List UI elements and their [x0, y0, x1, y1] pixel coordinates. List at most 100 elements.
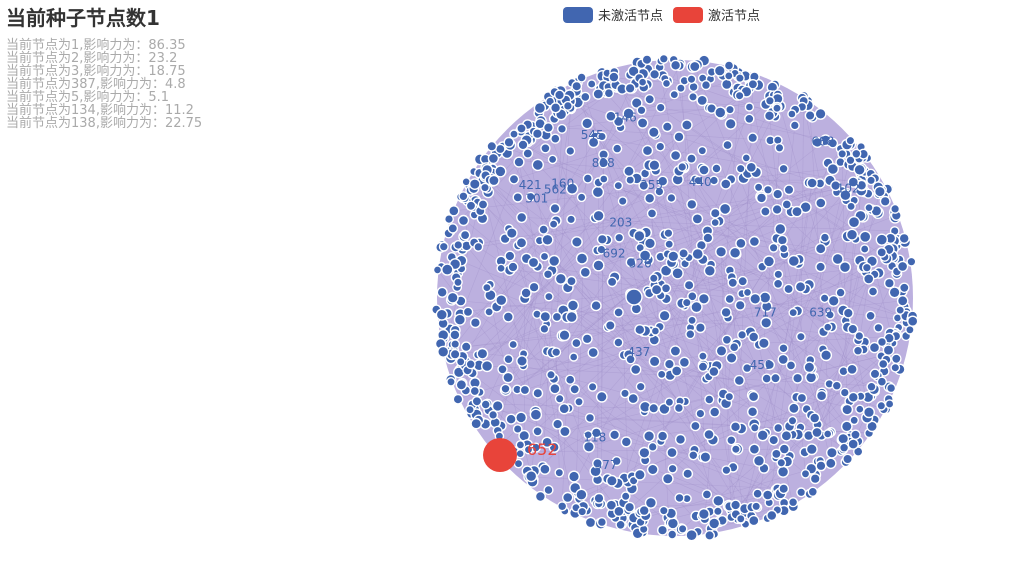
graph-node[interactable] — [569, 352, 579, 362]
graph-node[interactable] — [683, 279, 695, 291]
graph-node[interactable] — [781, 199, 792, 210]
graph-node[interactable] — [756, 429, 769, 442]
graph-node[interactable] — [865, 310, 876, 321]
graph-node[interactable] — [703, 264, 716, 277]
graph-node[interactable] — [437, 345, 450, 358]
graph-node[interactable] — [613, 505, 625, 517]
graph-node[interactable] — [613, 180, 624, 191]
graph-node[interactable] — [896, 260, 909, 273]
graph-node[interactable] — [469, 385, 480, 397]
legend-item-inactive[interactable]: 未激活节点 — [563, 5, 663, 24]
graph-node[interactable] — [582, 440, 595, 453]
graph-node[interactable] — [612, 143, 623, 154]
graph-node[interactable] — [612, 115, 625, 128]
graph-node[interactable] — [455, 356, 466, 367]
graph-node[interactable] — [760, 316, 773, 329]
graph-node[interactable] — [770, 372, 781, 384]
graph-node[interactable] — [905, 324, 915, 335]
graph-node[interactable] — [778, 443, 790, 455]
graph-node[interactable] — [636, 105, 647, 116]
graph-node[interactable] — [634, 468, 646, 481]
graph-node[interactable] — [788, 402, 800, 415]
graph-node[interactable] — [792, 372, 804, 384]
graph-node[interactable] — [698, 164, 710, 176]
graph-node[interactable] — [615, 519, 626, 530]
graph-node[interactable] — [554, 393, 565, 404]
graph-node[interactable] — [853, 446, 864, 457]
graph-node[interactable] — [787, 109, 797, 119]
graph-node[interactable] — [531, 128, 543, 140]
graph-node[interactable] — [661, 121, 673, 133]
graph-node[interactable] — [650, 283, 663, 296]
graph-node[interactable] — [744, 113, 755, 125]
graph-node[interactable] — [783, 184, 795, 196]
graph-node[interactable] — [658, 309, 671, 322]
graph-node[interactable] — [819, 293, 830, 304]
graph-node[interactable] — [737, 275, 749, 287]
graph-node[interactable] — [699, 451, 712, 463]
graph-node[interactable] — [837, 432, 850, 445]
graph-node[interactable] — [864, 202, 874, 213]
graph-node[interactable] — [686, 153, 697, 164]
graph-node[interactable] — [527, 256, 540, 269]
graph-node[interactable] — [875, 233, 888, 246]
graph-node[interactable] — [482, 282, 492, 293]
graph-node[interactable] — [753, 182, 764, 193]
graph-node[interactable] — [649, 68, 661, 80]
graph-node[interactable] — [458, 191, 469, 202]
graph-node[interactable] — [480, 182, 490, 193]
graph-node[interactable] — [657, 175, 669, 187]
graph-node[interactable] — [444, 214, 455, 225]
graph-node[interactable] — [453, 239, 464, 250]
graph-node[interactable] — [486, 140, 498, 152]
graph-node[interactable] — [724, 71, 734, 81]
graph-node[interactable] — [726, 435, 737, 446]
graph-node[interactable] — [465, 404, 475, 415]
graph-node[interactable] — [846, 363, 858, 375]
graph-hub-node[interactable] — [625, 288, 643, 306]
graph-node[interactable] — [847, 391, 859, 403]
graph-node[interactable] — [661, 472, 674, 485]
graph-node[interactable] — [835, 287, 846, 298]
graph-node[interactable] — [469, 317, 481, 329]
graph-node[interactable] — [531, 158, 544, 172]
graph-node[interactable] — [436, 286, 448, 298]
graph-node[interactable] — [876, 400, 887, 411]
graph-node[interactable] — [867, 286, 879, 297]
graph-node[interactable] — [849, 415, 860, 426]
graph-node[interactable] — [533, 101, 547, 115]
graph-node[interactable] — [550, 133, 561, 144]
graph-node[interactable] — [907, 315, 919, 327]
graph-node[interactable] — [638, 505, 650, 517]
graph-node[interactable] — [544, 291, 554, 302]
graph-node[interactable] — [846, 201, 856, 212]
graph-node[interactable] — [827, 294, 840, 307]
graph-node[interactable] — [748, 235, 761, 248]
graph-node[interactable] — [751, 501, 762, 512]
graph-node[interactable] — [512, 424, 523, 434]
graph-node[interactable] — [548, 219, 559, 229]
graph-node[interactable] — [855, 404, 865, 414]
graph-node[interactable] — [853, 163, 866, 176]
graph-node[interactable] — [450, 339, 461, 349]
graph-node[interactable] — [688, 450, 699, 461]
graph-node[interactable] — [785, 360, 797, 371]
graph-node[interactable] — [644, 237, 657, 250]
graph-node[interactable] — [691, 247, 704, 261]
graph-node[interactable] — [562, 491, 574, 504]
graph-node[interactable] — [721, 78, 733, 91]
graph-node[interactable] — [609, 429, 621, 441]
graph-node[interactable] — [657, 524, 669, 536]
graph-node[interactable] — [568, 470, 581, 483]
graph-node[interactable] — [620, 491, 631, 502]
graph-node[interactable] — [863, 406, 876, 419]
graph-node[interactable] — [644, 94, 656, 105]
graph-node[interactable] — [771, 448, 782, 460]
graph-node[interactable] — [697, 292, 710, 305]
graph-node[interactable] — [656, 369, 667, 380]
graph-node[interactable] — [505, 413, 517, 425]
graph-node[interactable] — [703, 428, 715, 441]
graph-node[interactable] — [804, 110, 816, 121]
graph-node[interactable] — [710, 217, 720, 228]
graph-node[interactable] — [845, 135, 856, 146]
